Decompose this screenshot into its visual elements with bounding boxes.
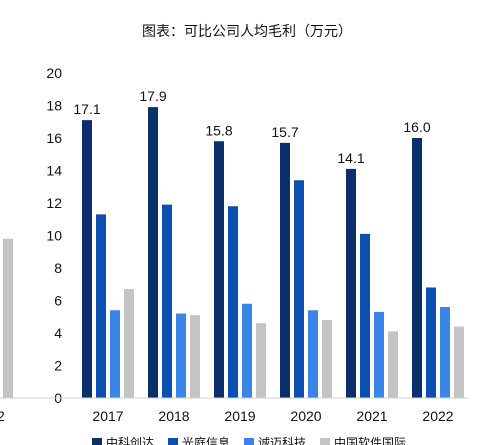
y-tick-label: 16 [46, 130, 62, 146]
bar [228, 206, 238, 398]
bar [124, 289, 134, 398]
bar [374, 311, 384, 398]
bar [280, 142, 290, 398]
bars: 17.1 17.9 15.8 15.7 14.1 16.0 [3, 88, 464, 398]
bar [412, 138, 422, 398]
data-label: 15.8 [205, 122, 232, 138]
legend-swatch [244, 438, 254, 445]
bar [96, 214, 106, 398]
x-tick-label-partial: 2 [0, 408, 5, 424]
legend-label: 诚迈科技 [258, 436, 306, 445]
bar [440, 307, 450, 398]
bar-partial [3, 238, 13, 398]
x-tick-label: 2019 [224, 408, 255, 424]
x-axis: 2 2017 2018 2019 2020 2021 2022 [0, 397, 468, 424]
y-tick-label: 8 [54, 260, 62, 276]
y-tick-label: 4 [54, 325, 62, 341]
y-tick-label: 10 [46, 228, 62, 244]
bar [214, 141, 224, 398]
legend-label: 中国软件国际 [334, 435, 406, 445]
legend-label: 光庭信息 [182, 435, 230, 445]
bar [162, 204, 172, 398]
bar [308, 310, 318, 398]
legend: 中科创达 光庭信息 诚迈科技 中国软件国际 [92, 435, 406, 445]
x-tick-label: 2018 [158, 408, 189, 424]
chart-title: 图表：可比公司人均毛利（万元） [142, 24, 352, 40]
bar [190, 315, 200, 398]
y-tick-label: 20 [46, 65, 62, 81]
bar [426, 287, 436, 398]
y-tick-label: 6 [54, 293, 62, 309]
y-tick-label: 18 [46, 98, 62, 114]
y-tick-label: 14 [46, 163, 62, 179]
bar [256, 323, 266, 398]
bar [110, 310, 120, 398]
bar [176, 313, 186, 398]
bar [294, 180, 304, 398]
y-tick-label: 12 [46, 195, 62, 211]
legend-swatch [168, 438, 178, 445]
x-tick-label: 2020 [290, 408, 321, 424]
data-label: 17.9 [139, 88, 166, 104]
bar [454, 326, 464, 398]
bar [148, 107, 158, 398]
x-tick-label: 2022 [422, 408, 453, 424]
data-label: 17.1 [73, 101, 100, 117]
bar [242, 303, 252, 398]
bar [388, 331, 398, 398]
data-label: 14.1 [337, 150, 364, 166]
legend-swatch [320, 438, 330, 445]
data-label: 15.7 [271, 124, 298, 140]
bar [346, 168, 356, 398]
x-tick-label: 2017 [92, 408, 123, 424]
legend-label: 中科创达 [106, 435, 154, 445]
y-tick-label: 2 [54, 358, 62, 374]
bar [322, 320, 332, 398]
bar [82, 120, 92, 398]
legend-swatch [92, 438, 102, 445]
bar [360, 233, 370, 398]
x-tick-label: 2021 [356, 408, 387, 424]
data-label: 16.0 [403, 119, 430, 135]
